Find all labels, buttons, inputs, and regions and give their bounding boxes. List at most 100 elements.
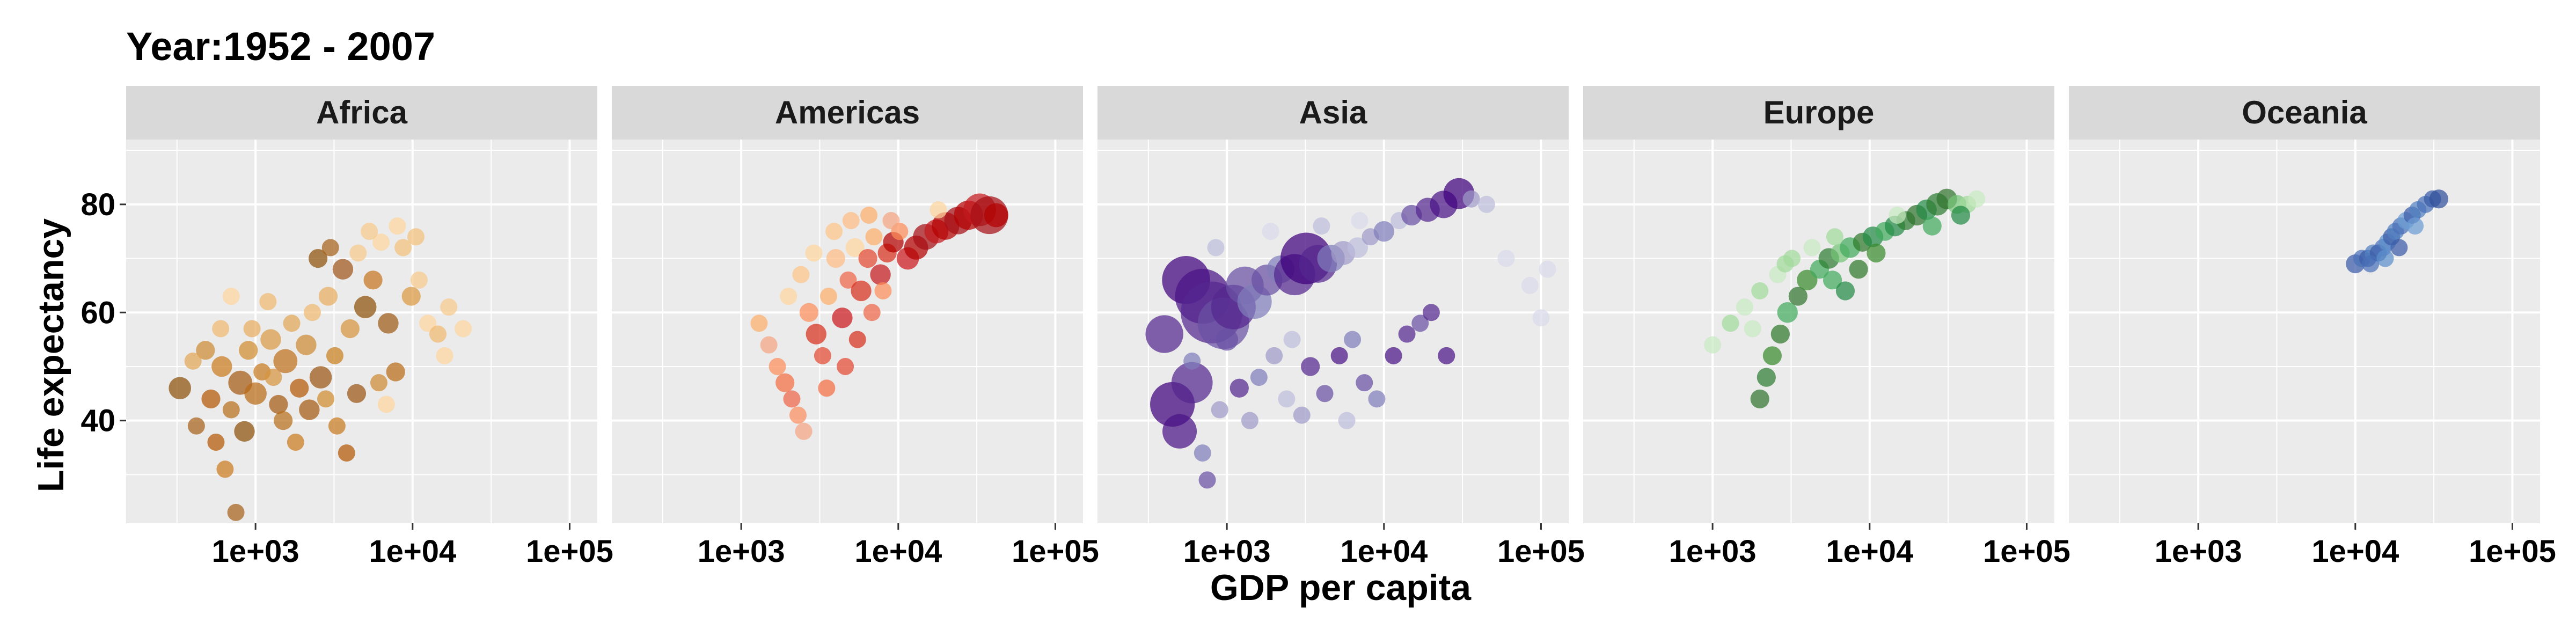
data-point bbox=[930, 201, 947, 218]
facet-plot-area bbox=[2069, 140, 2540, 523]
data-point bbox=[308, 248, 328, 268]
facet-panel-oceania: Oceania 1e+03 1e+04 1e+05 bbox=[2069, 86, 2556, 569]
data-point bbox=[984, 203, 1008, 228]
data-point bbox=[378, 313, 399, 334]
data-point bbox=[1198, 471, 1216, 489]
data-point bbox=[870, 264, 891, 285]
data-point bbox=[775, 373, 795, 392]
data-point bbox=[780, 288, 797, 305]
data-point bbox=[814, 347, 831, 364]
x-tick-label: 1e+03 bbox=[1183, 534, 1271, 569]
data-point bbox=[326, 347, 343, 364]
data-point bbox=[227, 503, 245, 521]
data-point bbox=[401, 287, 421, 306]
data-point bbox=[825, 223, 843, 240]
facet-strip bbox=[1583, 86, 2054, 140]
data-point bbox=[328, 417, 346, 435]
data-point bbox=[1539, 260, 1556, 278]
data-point bbox=[1776, 255, 1794, 273]
data-point bbox=[1241, 412, 1258, 429]
data-point bbox=[354, 296, 377, 318]
y-axis-title: Life expectancy bbox=[31, 218, 71, 492]
data-point bbox=[1803, 239, 1821, 257]
data-point bbox=[848, 331, 866, 348]
data-point bbox=[1278, 390, 1296, 408]
data-point bbox=[410, 271, 428, 289]
facet-panels: 40 60 80 Africa 1e+03 1e+04 1e+05 Americas 1e+03… bbox=[80, 86, 2556, 569]
data-point bbox=[1532, 309, 1550, 327]
data-point bbox=[1835, 281, 1855, 301]
facet-strip bbox=[126, 86, 597, 140]
data-point bbox=[222, 288, 240, 305]
data-point bbox=[1368, 390, 1386, 408]
data-point bbox=[1313, 217, 1330, 235]
data-point bbox=[321, 239, 339, 257]
data-point bbox=[832, 308, 853, 328]
data-point bbox=[1744, 320, 1761, 338]
data-point bbox=[338, 444, 355, 462]
data-point bbox=[2376, 250, 2394, 267]
y-tick-label: 40 bbox=[80, 404, 115, 438]
data-point bbox=[216, 460, 234, 478]
data-point bbox=[1462, 190, 1480, 208]
data-point bbox=[837, 357, 854, 375]
data-point bbox=[1293, 406, 1311, 424]
y-tick-label: 80 bbox=[80, 187, 115, 222]
data-point bbox=[795, 422, 813, 440]
data-point bbox=[222, 401, 240, 419]
data-point bbox=[407, 228, 425, 246]
data-point bbox=[184, 352, 202, 370]
data-point bbox=[826, 248, 845, 268]
data-point bbox=[1704, 336, 1722, 354]
data-point bbox=[1751, 282, 1769, 299]
data-point bbox=[274, 411, 293, 430]
x-tick-label: 1e+04 bbox=[2311, 534, 2399, 569]
data-point bbox=[429, 325, 447, 343]
data-point bbox=[1438, 347, 1455, 364]
data-point bbox=[1849, 260, 1868, 279]
data-point bbox=[1183, 352, 1201, 370]
data-point bbox=[1301, 357, 1320, 376]
x-tick-label: 1e+05 bbox=[1497, 534, 1585, 569]
data-point bbox=[332, 259, 354, 280]
data-point bbox=[283, 314, 301, 332]
data-point bbox=[1338, 412, 1356, 429]
data-point bbox=[273, 349, 298, 374]
data-point bbox=[1351, 212, 1368, 230]
data-point bbox=[290, 378, 309, 398]
data-point bbox=[1823, 270, 1842, 290]
facet-strip-label: Asia bbox=[1299, 94, 1367, 130]
data-point bbox=[1347, 237, 1368, 258]
facet-strip-label: Europe bbox=[1763, 94, 1875, 130]
data-point bbox=[309, 366, 332, 389]
data-point bbox=[1497, 250, 1515, 267]
data-point bbox=[318, 287, 338, 306]
data-point bbox=[1750, 389, 1769, 408]
data-point bbox=[819, 288, 837, 305]
x-tick-label: 1e+05 bbox=[526, 534, 613, 569]
data-point bbox=[201, 389, 221, 408]
data-point bbox=[1265, 347, 1283, 364]
x-tick-label: 1e+04 bbox=[1826, 534, 1913, 569]
data-point bbox=[394, 239, 412, 257]
data-point bbox=[1788, 287, 1807, 306]
data-point bbox=[1330, 347, 1348, 364]
data-point bbox=[1207, 239, 1225, 257]
data-point bbox=[386, 362, 405, 382]
data-point bbox=[818, 379, 836, 397]
facet-panel-americas: Americas 1e+03 1e+04 1e+05 bbox=[612, 86, 1099, 569]
x-tick-label: 1e+03 bbox=[2155, 534, 2242, 569]
data-point bbox=[1283, 331, 1301, 348]
data-point bbox=[1422, 304, 1440, 321]
data-point bbox=[1262, 223, 1279, 240]
data-point bbox=[1968, 190, 1986, 208]
data-point bbox=[1922, 216, 1942, 236]
data-point bbox=[436, 347, 453, 364]
data-point bbox=[783, 390, 801, 408]
data-point bbox=[882, 212, 900, 230]
data-point bbox=[377, 396, 395, 413]
x-tick-label: 1e+03 bbox=[212, 534, 299, 569]
data-point bbox=[860, 206, 878, 224]
data-point bbox=[1216, 328, 1238, 351]
